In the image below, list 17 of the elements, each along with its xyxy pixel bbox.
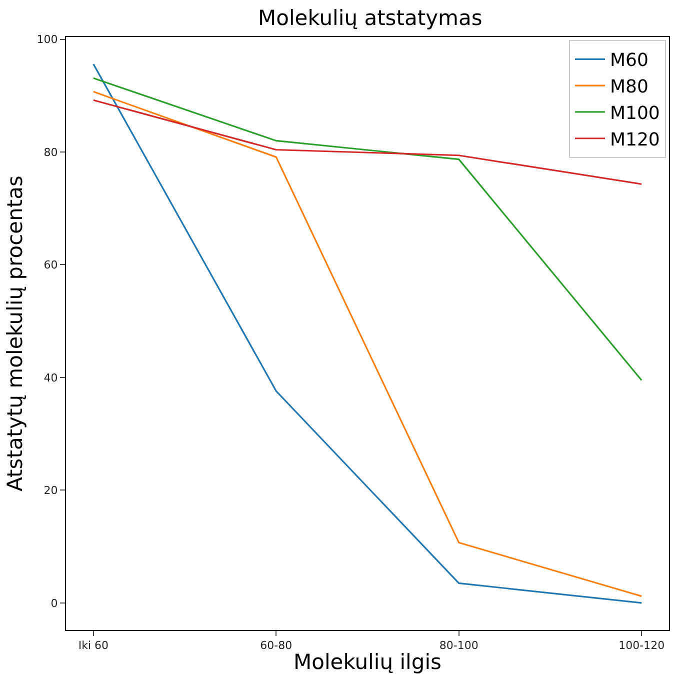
y-axis-title: Atstatytų molekulių procentas (2, 176, 27, 492)
chart-title: Molekulių atstatymas (258, 6, 482, 30)
x-tick-label: 80-100 (439, 639, 478, 652)
legend-label: M100 (610, 102, 660, 124)
y-tick-label: 20 (44, 484, 58, 498)
y-tick-label: 80 (44, 146, 58, 159)
x-tick-label: 100-120 (618, 639, 665, 652)
y-tick-label: 40 (44, 371, 58, 384)
x-tick-label: 60-80 (260, 639, 292, 652)
x-axis-title: Molekulių ilgis (294, 650, 442, 674)
x-tick-label: Iki 60 (78, 639, 108, 652)
legend-label: M60 (610, 50, 648, 72)
legend-label: M80 (610, 76, 648, 98)
y-tick-label: 0 (50, 596, 58, 610)
y-tick-label: 100 (36, 33, 58, 46)
y-tick-label: 60 (44, 258, 58, 272)
legend-label: M120 (610, 129, 660, 150)
